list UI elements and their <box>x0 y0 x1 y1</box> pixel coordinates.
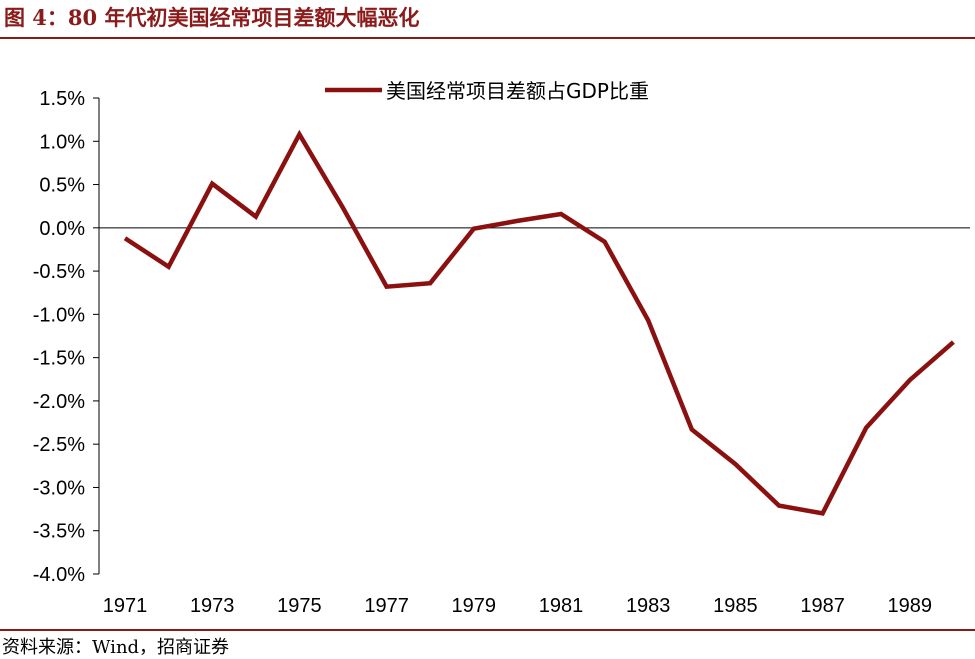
y-tick-label: -2.5% <box>33 434 85 456</box>
x-tick-label: 1979 <box>452 595 497 617</box>
x-tick-label: 1983 <box>626 595 671 617</box>
y-axis: 1.5% 1.0% 0.5% 0.0% -0.5% -1.0% -1.5% -2.0% -2.5… <box>33 88 100 586</box>
x-tick-label: 1971 <box>103 595 148 617</box>
y-tick-label: -4.0% <box>33 564 85 586</box>
x-tick-label: 1973 <box>190 595 235 617</box>
y-tick-label: 0.5% <box>39 175 85 197</box>
y-tick-label: -1.0% <box>33 304 85 326</box>
line-chart: 1.5% 1.0% 0.5% 0.0% -0.5% -1.0% -1.5% -2.0% -2.5… <box>33 79 970 617</box>
y-tick-label: -3.0% <box>33 477 85 499</box>
series-line <box>123 129 955 516</box>
series-group <box>123 129 955 516</box>
y-tick-label: 1.0% <box>39 131 85 153</box>
x-tick-label: 1981 <box>539 595 584 617</box>
x-tick-label: 1987 <box>800 595 845 617</box>
x-tick-label: 1985 <box>713 595 758 617</box>
legend: 美国经常项目差额占GDP比重 <box>325 79 649 103</box>
x-tick-label: 1975 <box>277 595 322 617</box>
y-tick-label: -3.5% <box>33 521 85 543</box>
y-tick-label: 0.0% <box>39 218 85 240</box>
y-tick-label: -1.5% <box>33 348 85 370</box>
y-tick-label: -2.0% <box>33 391 85 413</box>
figure-title: 图 4：80 年代初美国经常项目差额大幅恶化 <box>4 5 420 30</box>
legend-label: 美国经常项目差额占GDP比重 <box>386 79 649 103</box>
title-rule <box>0 37 975 39</box>
y-tick-label: 1.5% <box>39 88 85 110</box>
y-tick-label: -0.5% <box>33 261 85 283</box>
x-tick-label: 1977 <box>364 595 409 617</box>
source-note: 资料来源：Wind，招商证券 <box>2 637 230 658</box>
x-tick-label: 1989 <box>888 595 933 617</box>
x-axis: 1971 1973 1975 1977 1979 1981 1983 1985 1987 1989 <box>99 227 970 617</box>
footer-rule <box>0 629 975 631</box>
